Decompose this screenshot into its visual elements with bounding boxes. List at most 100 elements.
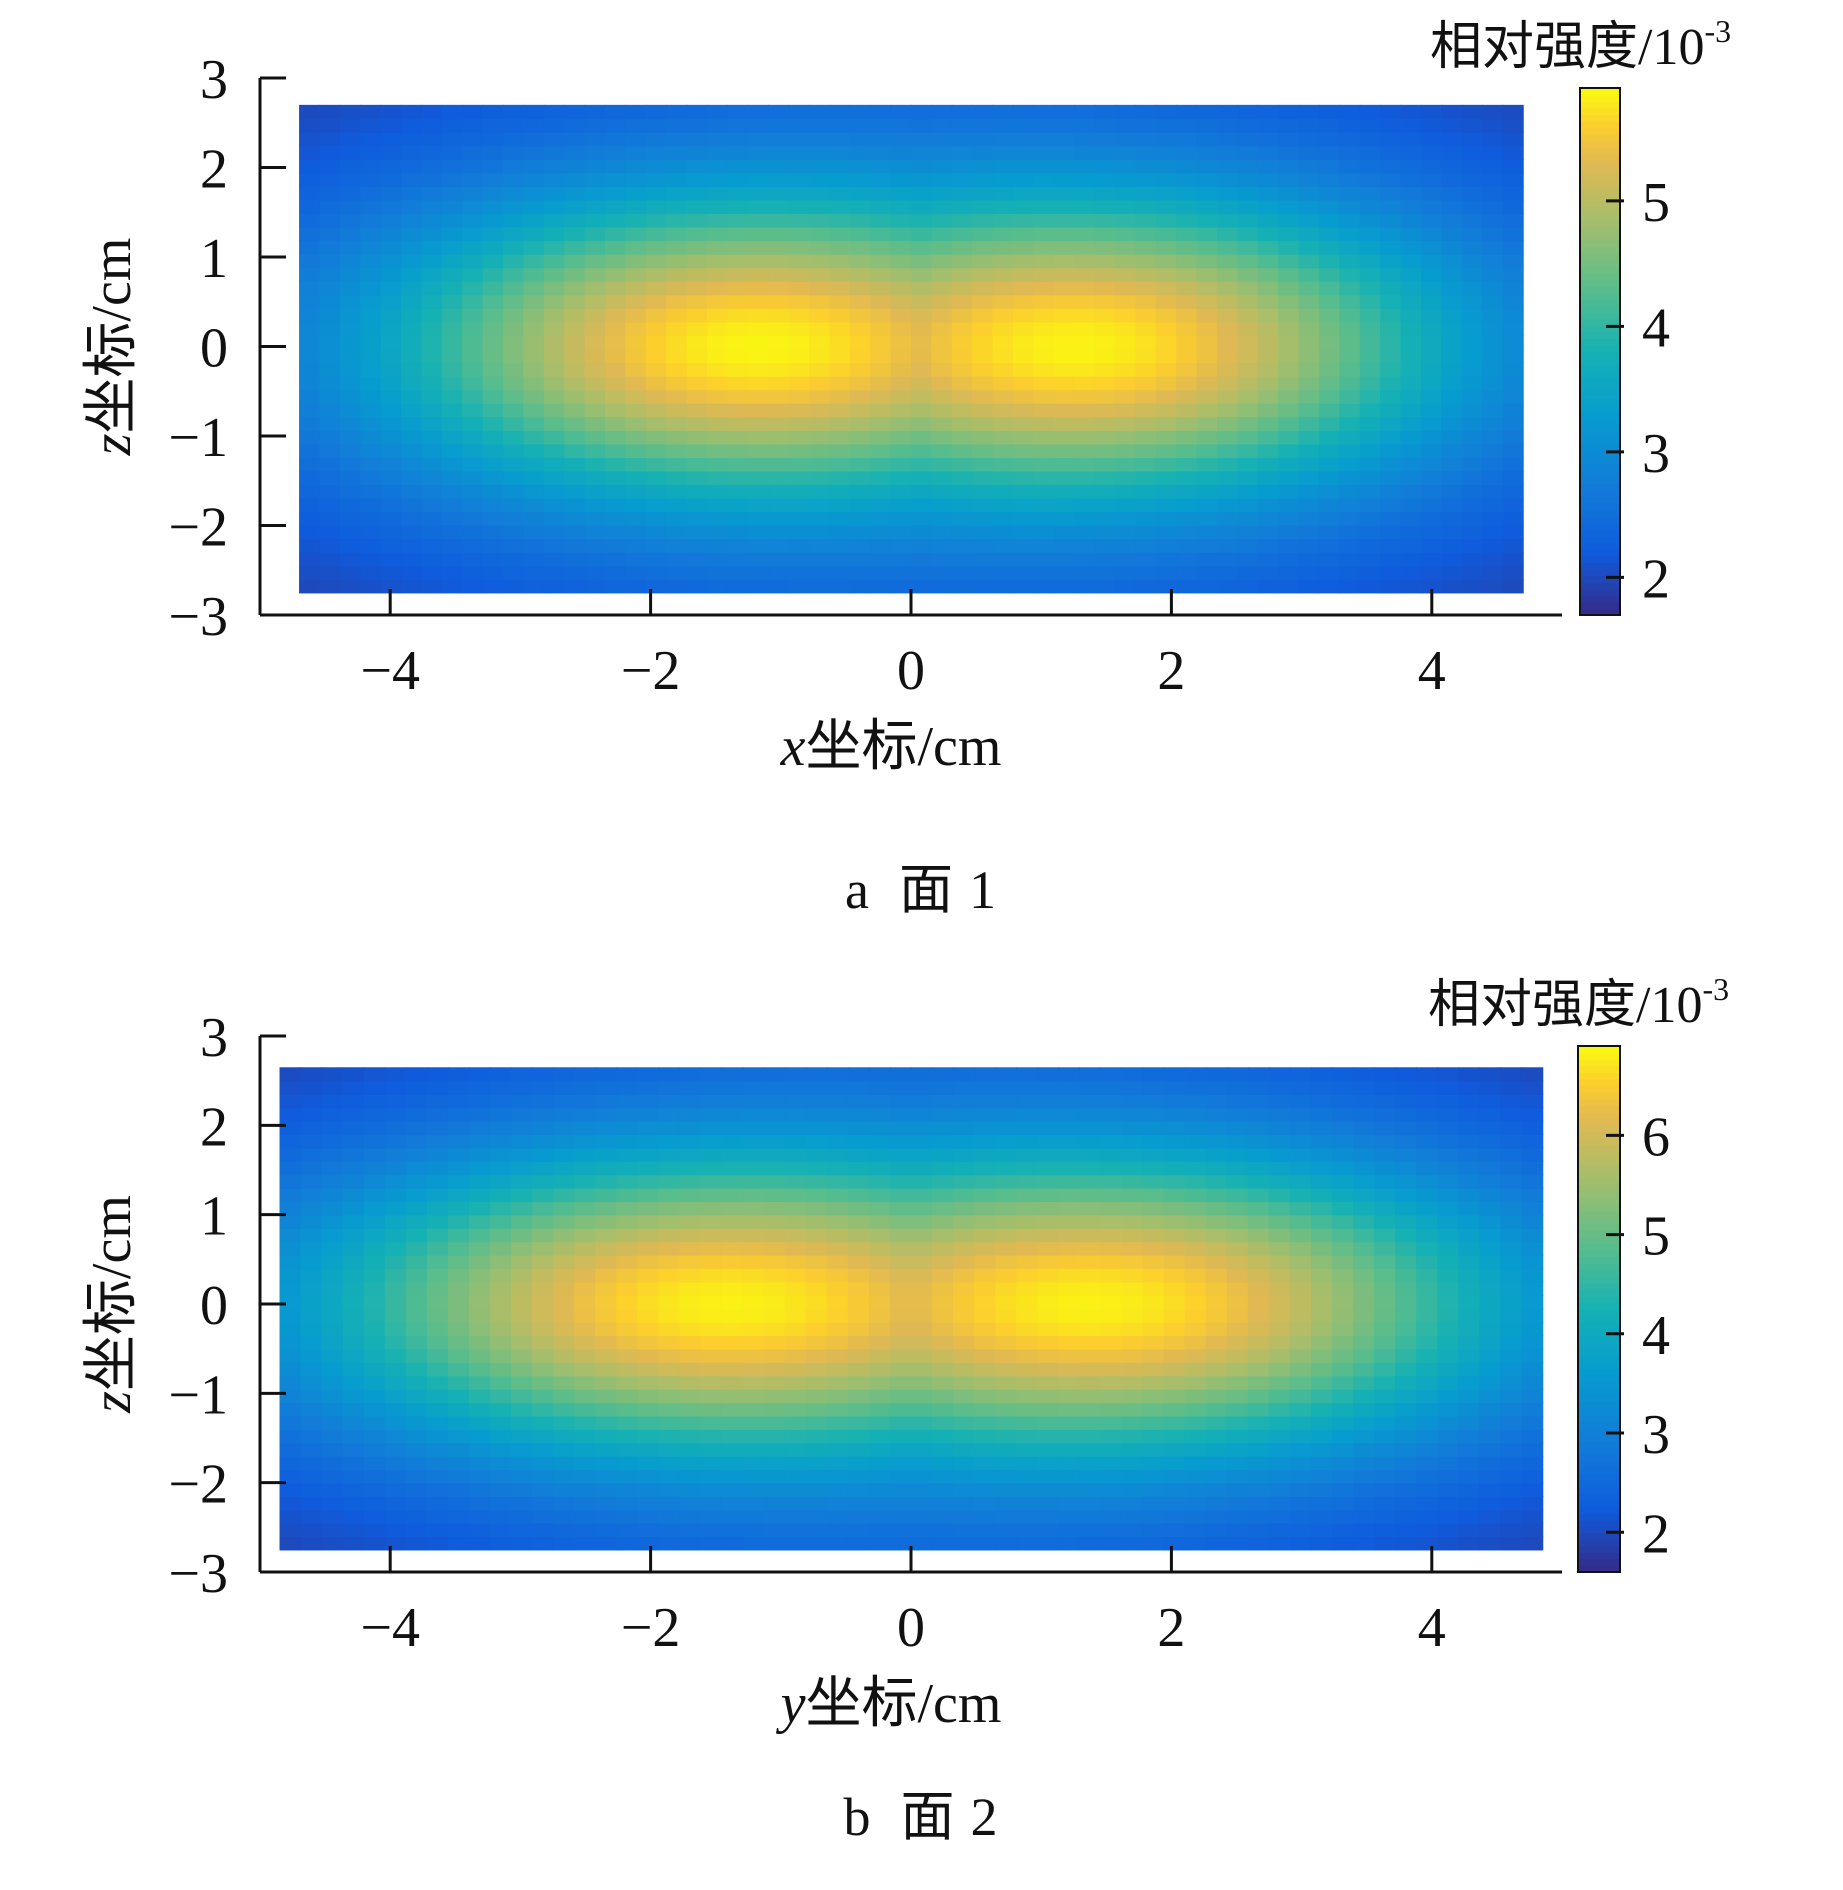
heatmap-cell [666,362,688,377]
heatmap-cell [1395,1161,1417,1176]
heatmap-cell [1500,1107,1523,1122]
heatmap-cell [763,1415,786,1430]
heatmap-cell [1247,1429,1270,1444]
heatmap-cell [1268,1536,1291,1551]
heatmap-cell [953,1228,975,1243]
heatmap-cell [747,579,770,594]
heatmap-cell [1461,348,1483,364]
heatmap-cell [849,457,872,472]
heatmap-cell [543,484,566,499]
heatmap-cell [805,1348,828,1363]
heatmap-cell [384,1134,407,1149]
colorbar-segment [1578,1355,1620,1363]
heatmap-cell [1502,443,1524,458]
heatmap-cell [1100,1214,1123,1229]
heatmap-cell [1094,240,1116,255]
heatmap-cell [1121,1536,1144,1551]
heatmap-cell [503,213,525,228]
heatmap-cell [911,1442,933,1457]
heatmap-cell [532,1147,554,1162]
heatmap-cell [889,1187,912,1203]
heatmap-cell [1461,226,1483,242]
heatmap-cell [931,470,953,486]
heatmap-cell [1226,1536,1249,1551]
heatmap-cell [1012,565,1035,580]
heatmap-cell [1114,511,1137,526]
heatmap-cell [363,1496,386,1511]
heatmap-cell [1226,1254,1249,1270]
heatmap-cell [747,131,770,147]
heatmap-cell [805,1509,828,1524]
heatmap-cell [319,579,341,594]
heatmap-cell [1318,159,1341,174]
heatmap-cell [1374,1120,1396,1136]
heatmap-cell [468,1509,491,1524]
heatmap-cell [974,1268,996,1283]
heatmap-cell [1331,1362,1354,1377]
heatmap-cell [401,172,423,187]
heatmap-cell [932,1120,954,1136]
x-tick-label: −2 [621,1597,681,1659]
heatmap-cell [1100,1080,1123,1095]
heatmap-cell [911,1429,933,1444]
heatmap-cell [953,1415,975,1430]
heatmap-cell [321,1496,344,1511]
heatmap-cell [953,1308,975,1323]
heatmap-cell [339,362,362,377]
heatmap-cell [384,1214,407,1229]
heatmap-cell [384,1120,407,1136]
heatmap-cell [321,1254,344,1270]
heatmap-cell [616,1254,639,1270]
heatmap-cell [421,294,443,309]
heatmap-cell [1420,416,1443,431]
heatmap-cell [972,335,994,350]
heatmap-cell [849,321,872,336]
heatmap-cell [1079,1174,1102,1189]
heatmap-cell [360,457,382,472]
heatmap-cell [532,1174,554,1189]
heatmap-cell [809,470,831,486]
heatmap-cell [637,1429,660,1444]
heatmap-cell [625,335,647,350]
heatmap-cell [363,1067,386,1082]
heatmap-cell [1135,389,1157,404]
heatmap-cell [1416,1442,1439,1457]
heatmap-cell [1012,199,1035,215]
heatmap-cell [870,470,892,486]
y-tick-label: 1 [200,228,228,290]
heatmap-cell [462,443,484,458]
heatmap-cell [707,294,729,309]
heatmap-cell [462,457,484,472]
heatmap-cell [995,1388,1018,1404]
heatmap-cell [380,524,402,540]
heatmap-cell [511,1174,533,1189]
heatmap-cell [1395,1120,1417,1136]
heatmap-cell [784,1442,807,1457]
heatmap-cell [1074,524,1096,540]
heatmap-cell [784,1321,807,1337]
heatmap-cell [1289,1134,1312,1149]
heatmap-cell [972,375,994,391]
heatmap-cell [1163,1214,1186,1229]
heatmap-cell [932,1201,954,1216]
heatmap-cell [1053,375,1075,391]
heatmap-cell [1012,267,1035,282]
heatmap-cell [1482,226,1504,242]
heatmap-cell [868,1228,891,1243]
heatmap-cell [686,335,708,350]
heatmap-cell [584,457,606,472]
heatmap-cell [1216,524,1239,540]
heatmap-cell [686,430,708,445]
heatmap-cell [1184,1147,1207,1162]
heatmap-cell [462,308,484,323]
heatmap-cell [1502,430,1524,445]
heatmap-cell [1482,104,1504,120]
heatmap-cell [868,1415,891,1430]
heatmap-cell [784,1522,807,1538]
heatmap-cell [523,321,545,336]
heatmap-cell [932,1388,954,1404]
heatmap-cell [1331,1134,1354,1149]
heatmap-cell [890,104,912,120]
heatmap-cell [1461,335,1483,350]
heatmap-cell [321,1295,344,1310]
